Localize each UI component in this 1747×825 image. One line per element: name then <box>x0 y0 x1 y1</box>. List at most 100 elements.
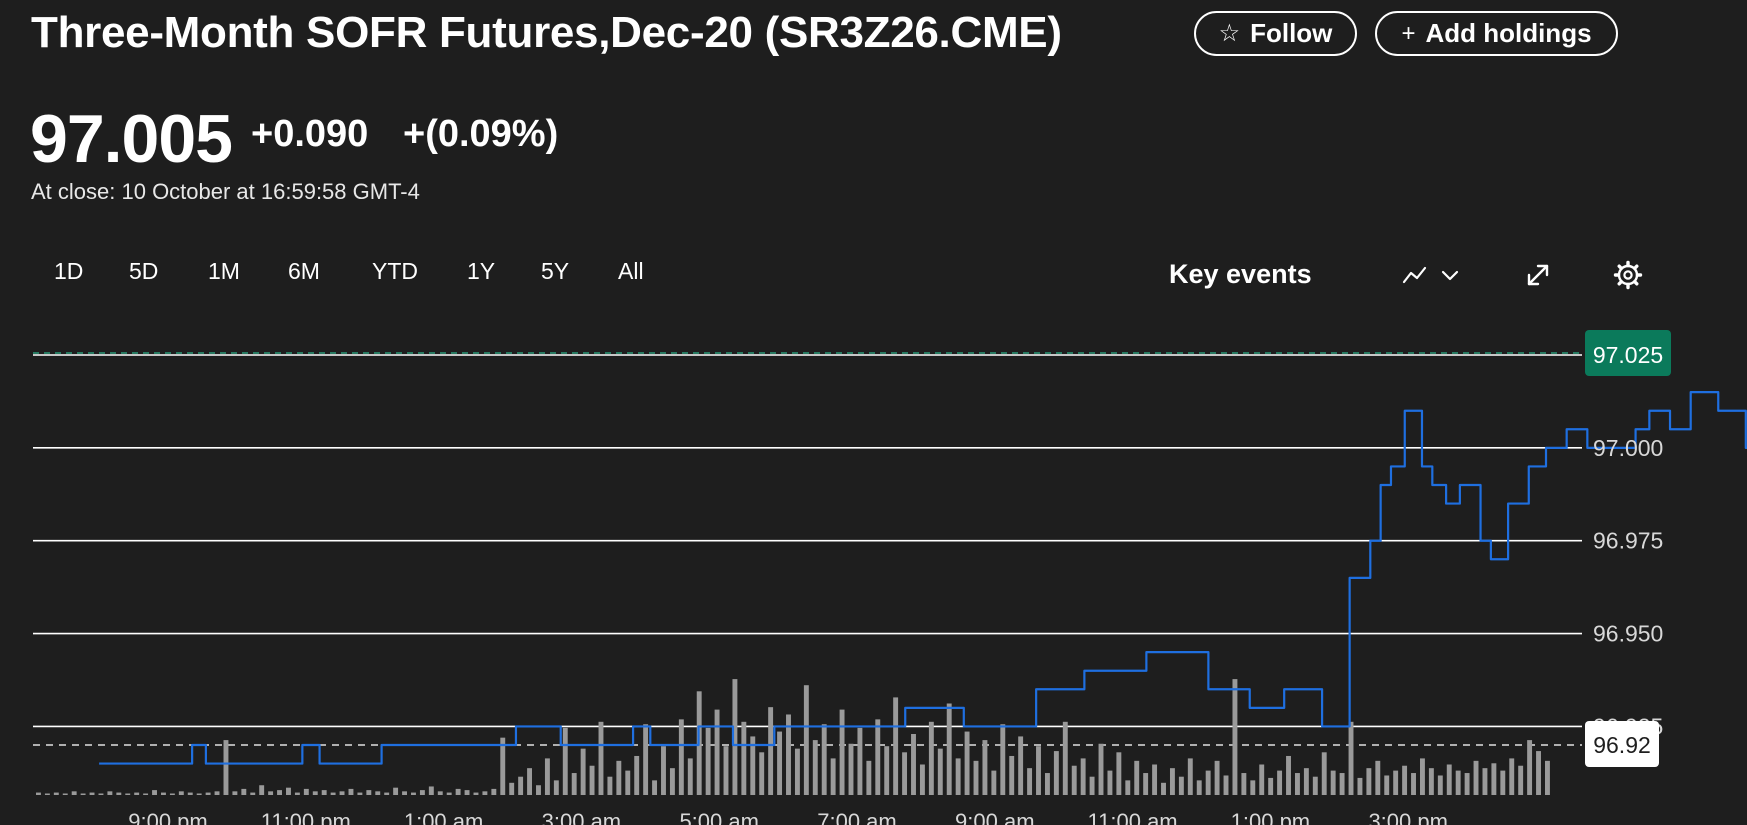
volume-bar <box>1482 768 1488 795</box>
volume-bar <box>464 790 470 795</box>
x-axis-label: 1:00 pm <box>1231 809 1311 825</box>
volume-bar <box>652 780 658 795</box>
volume-bar <box>1196 780 1202 795</box>
volume-bar <box>384 792 390 795</box>
volume-bar <box>955 758 961 795</box>
volume-bar <box>143 793 149 795</box>
volume-bar <box>44 793 50 795</box>
volume-bar <box>71 791 77 795</box>
volume-bar <box>768 707 774 795</box>
volume-bar <box>1339 773 1345 795</box>
volume-bar <box>661 746 666 795</box>
follow-label: Follow <box>1250 18 1333 48</box>
volume-bar <box>598 721 604 795</box>
volume-bar <box>1375 760 1381 795</box>
volume-bar <box>866 760 872 795</box>
x-axis-label: 11:00 pm <box>261 809 351 825</box>
volume-bar <box>196 793 202 795</box>
volume-bar <box>187 792 193 795</box>
x-axis-label: 9:00 am <box>955 809 1035 825</box>
volume-bar <box>152 790 157 795</box>
volume-bar <box>1223 775 1229 795</box>
volume-bar <box>714 709 720 795</box>
volume-bar <box>375 791 381 795</box>
volume-bar <box>553 780 559 795</box>
volume-bar <box>928 721 934 795</box>
volume-bar <box>1446 764 1452 795</box>
volume-bar <box>1268 777 1274 795</box>
volume-bar <box>1071 765 1077 795</box>
volume-bar <box>1348 721 1354 795</box>
volume-bar <box>1259 764 1265 795</box>
volume-bar <box>1455 770 1461 795</box>
plus-icon: + <box>1401 19 1416 47</box>
volume-bar <box>964 731 970 795</box>
volume-bar <box>1357 777 1363 795</box>
volume-bar <box>339 791 345 795</box>
volume-bar <box>241 788 247 795</box>
volume-bar <box>330 792 336 795</box>
market-close-note: At close: 10 October at 16:59:58 GMT-4 <box>31 179 420 204</box>
range-6m-button[interactable]: 6M <box>288 258 320 284</box>
expand-icon <box>1527 264 1549 286</box>
volume-bar <box>678 719 684 795</box>
volume-bar <box>1277 770 1283 795</box>
volume-bar <box>839 709 845 795</box>
volume-bar <box>1044 773 1050 795</box>
fullscreen-button[interactable] <box>1525 262 1551 293</box>
range-all-button[interactable]: All <box>618 258 644 284</box>
volume-bar <box>1089 776 1095 795</box>
volume-bar <box>1545 760 1550 795</box>
volume-bar <box>1080 758 1086 795</box>
range-1y-button[interactable]: 1Y <box>467 258 496 284</box>
volume-bar <box>1518 765 1524 795</box>
volume-bar <box>803 685 809 795</box>
volume-bar <box>1428 768 1434 795</box>
volume-bar <box>1125 780 1131 795</box>
volume-bar <box>973 760 979 795</box>
volume-bar <box>1161 782 1166 795</box>
volume-bar <box>1464 773 1470 795</box>
x-axis-label: 7:00 am <box>817 809 897 825</box>
settings-icon <box>1613 260 1643 290</box>
volume-bar <box>1214 760 1220 795</box>
volume-bar <box>1143 773 1149 795</box>
volume-bar <box>607 776 613 795</box>
x-axis-label: 3:00 pm <box>1368 809 1448 825</box>
last-price-badge-label: 97.025 <box>1593 342 1663 368</box>
volume-bar <box>580 748 586 795</box>
key-events-toggle[interactable]: Key events <box>1169 259 1312 289</box>
volume-bar <box>687 758 693 795</box>
volume-bar <box>991 770 997 795</box>
chart-type-button[interactable] <box>1402 262 1460 293</box>
volume-bar <box>1312 776 1318 795</box>
range-5d-button[interactable]: 5D <box>129 258 159 284</box>
chart-settings-button[interactable] <box>1613 260 1643 295</box>
volume-bar <box>125 793 131 795</box>
volume-bar <box>1107 770 1113 795</box>
range-1d-button[interactable]: 1D <box>54 258 84 284</box>
follow-button[interactable]: ☆ Follow <box>1194 11 1357 56</box>
volume-bar <box>89 792 95 795</box>
volume-bar <box>723 746 729 795</box>
volume-bar <box>259 785 265 795</box>
volume-bar <box>669 768 675 795</box>
volume-bar <box>616 760 622 795</box>
add-holdings-button[interactable]: + Add holdings <box>1375 11 1618 56</box>
volume-bar <box>1178 776 1184 795</box>
volume-bar <box>36 792 41 795</box>
volume-bar <box>446 792 452 795</box>
price-line[interactable] <box>99 355 1747 765</box>
range-ytd-button[interactable]: YTD <box>372 258 418 284</box>
volume-bar <box>1411 773 1416 795</box>
range-5y-button[interactable]: 5Y <box>541 258 570 284</box>
range-1m-button[interactable]: 1M <box>208 258 240 284</box>
volume-bar <box>589 765 595 795</box>
volume-bar <box>1152 764 1158 795</box>
volume-bar <box>625 770 631 795</box>
star-icon: ☆ <box>1218 20 1241 47</box>
chevron-down-icon <box>1441 270 1459 281</box>
volume-bar <box>98 793 104 795</box>
volume-bar <box>1250 780 1256 795</box>
